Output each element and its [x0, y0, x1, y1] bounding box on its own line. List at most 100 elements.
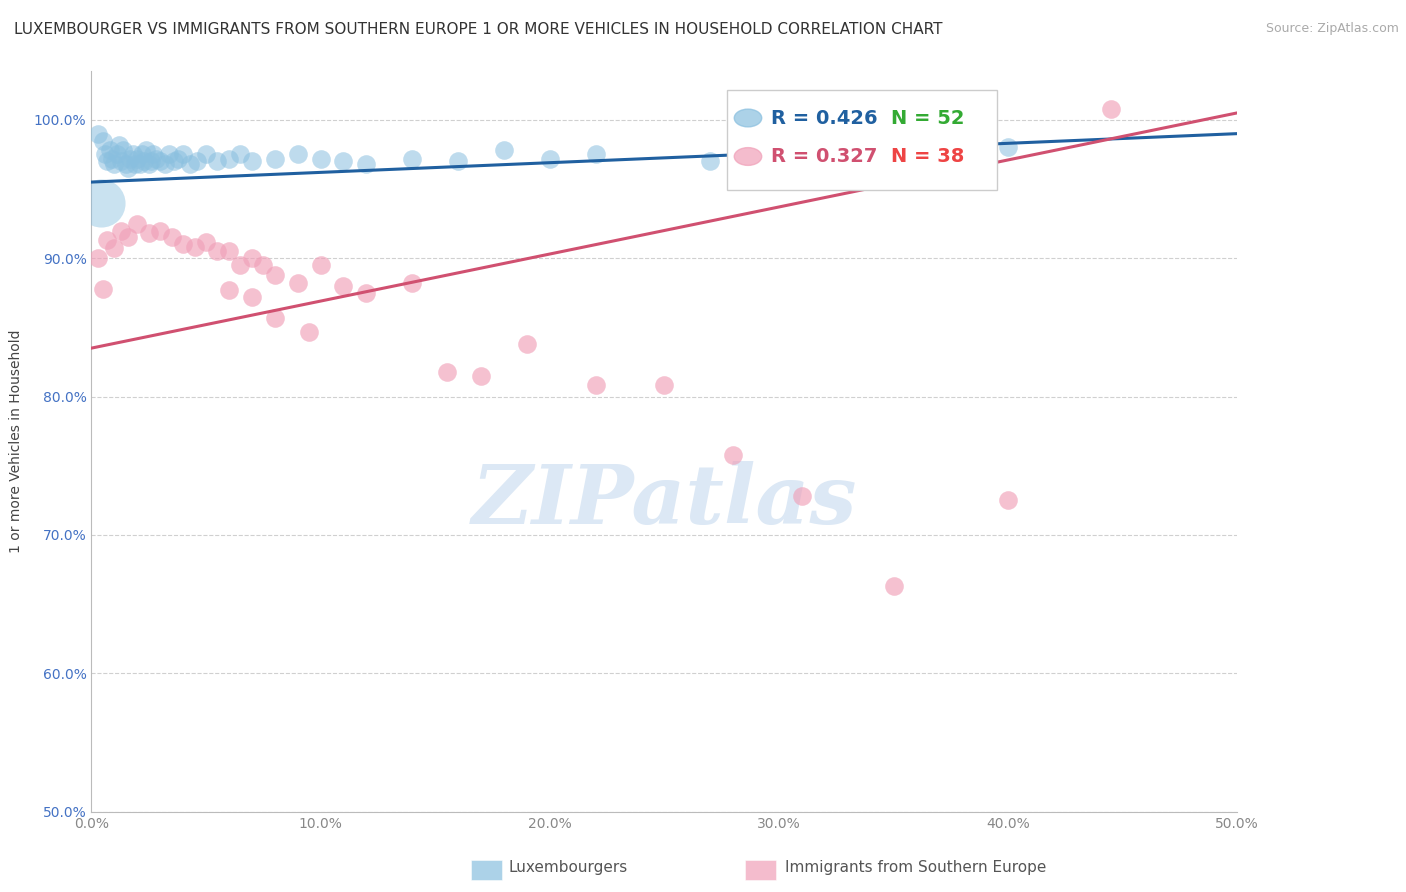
Point: [207, 154, 229, 169]
Point: [997, 140, 1019, 154]
Point: [183, 240, 205, 254]
Point: [108, 137, 131, 152]
Point: [585, 378, 607, 392]
Point: [87, 127, 110, 141]
Point: [252, 258, 274, 272]
Text: N = 52: N = 52: [891, 109, 965, 128]
Point: [882, 147, 904, 161]
Point: [149, 223, 172, 237]
Point: [699, 154, 721, 169]
Point: [401, 276, 423, 290]
Point: [179, 157, 201, 171]
Text: N = 38: N = 38: [891, 147, 965, 166]
Point: [110, 223, 132, 237]
Point: [157, 147, 180, 161]
Point: [172, 237, 194, 252]
Point: [145, 152, 167, 166]
Circle shape: [734, 147, 762, 165]
Point: [309, 152, 332, 166]
Point: [153, 157, 176, 171]
Point: [131, 147, 153, 161]
Point: [401, 152, 423, 166]
Point: [127, 217, 149, 231]
Point: [768, 152, 790, 166]
Point: [240, 154, 263, 169]
Point: [218, 152, 240, 166]
Point: [132, 154, 155, 169]
Circle shape: [734, 109, 762, 127]
Point: [882, 579, 904, 593]
Point: [207, 244, 229, 259]
Point: [98, 143, 121, 157]
Point: [112, 143, 135, 157]
Point: [127, 152, 149, 166]
Point: [263, 268, 285, 282]
Point: [298, 325, 321, 339]
Point: [997, 493, 1019, 508]
Point: [163, 154, 186, 169]
Point: [240, 290, 263, 304]
Point: [332, 278, 354, 293]
Point: [138, 157, 160, 171]
Point: [101, 152, 124, 166]
Point: [124, 157, 146, 171]
Point: [105, 147, 128, 161]
Point: [194, 235, 217, 249]
Text: LUXEMBOURGER VS IMMIGRANTS FROM SOUTHERN EUROPE 1 OR MORE VEHICLES IN HOUSEHOLD : LUXEMBOURGER VS IMMIGRANTS FROM SOUTHERN…: [14, 22, 942, 37]
Point: [87, 251, 110, 265]
FancyBboxPatch shape: [727, 90, 997, 190]
Point: [538, 152, 561, 166]
Point: [90, 195, 112, 210]
Point: [332, 154, 354, 169]
Text: Luxembourgers: Luxembourgers: [509, 860, 628, 874]
Point: [194, 147, 217, 161]
Point: [91, 282, 114, 296]
Point: [103, 157, 125, 171]
Point: [356, 285, 378, 300]
Point: [139, 154, 162, 169]
Point: [128, 157, 150, 171]
Text: Immigrants from Southern Europe: Immigrants from Southern Europe: [785, 860, 1046, 874]
Point: [263, 152, 285, 166]
Point: [229, 258, 252, 272]
Point: [114, 157, 136, 171]
Point: [1099, 102, 1122, 116]
Point: [356, 157, 378, 171]
Text: ZIPatlas: ZIPatlas: [471, 461, 858, 541]
Point: [149, 154, 172, 169]
Point: [142, 147, 165, 161]
Point: [470, 368, 492, 383]
Point: [160, 230, 183, 244]
Point: [138, 227, 160, 241]
Y-axis label: 1 or more Vehicles in Household: 1 or more Vehicles in Household: [8, 330, 22, 553]
Point: [492, 143, 515, 157]
Point: [516, 337, 538, 351]
Point: [117, 161, 139, 176]
Point: [585, 147, 607, 161]
Point: [167, 152, 190, 166]
Point: [436, 365, 458, 379]
Point: [135, 143, 157, 157]
Point: [96, 233, 118, 247]
Point: [96, 154, 118, 169]
Point: [103, 242, 125, 256]
Point: [287, 276, 309, 290]
Text: R = 0.426: R = 0.426: [770, 109, 877, 128]
Point: [110, 154, 132, 169]
Point: [172, 147, 194, 161]
Point: [309, 258, 332, 272]
Point: [229, 147, 252, 161]
Point: [218, 283, 240, 297]
Text: Source: ZipAtlas.com: Source: ZipAtlas.com: [1265, 22, 1399, 36]
Point: [652, 378, 675, 392]
Point: [263, 310, 285, 325]
Point: [447, 154, 470, 169]
Point: [721, 448, 744, 462]
Point: [218, 244, 240, 259]
Point: [120, 152, 142, 166]
Point: [287, 147, 309, 161]
Point: [117, 230, 139, 244]
Point: [91, 134, 114, 148]
Point: [790, 489, 813, 503]
Point: [240, 251, 263, 265]
